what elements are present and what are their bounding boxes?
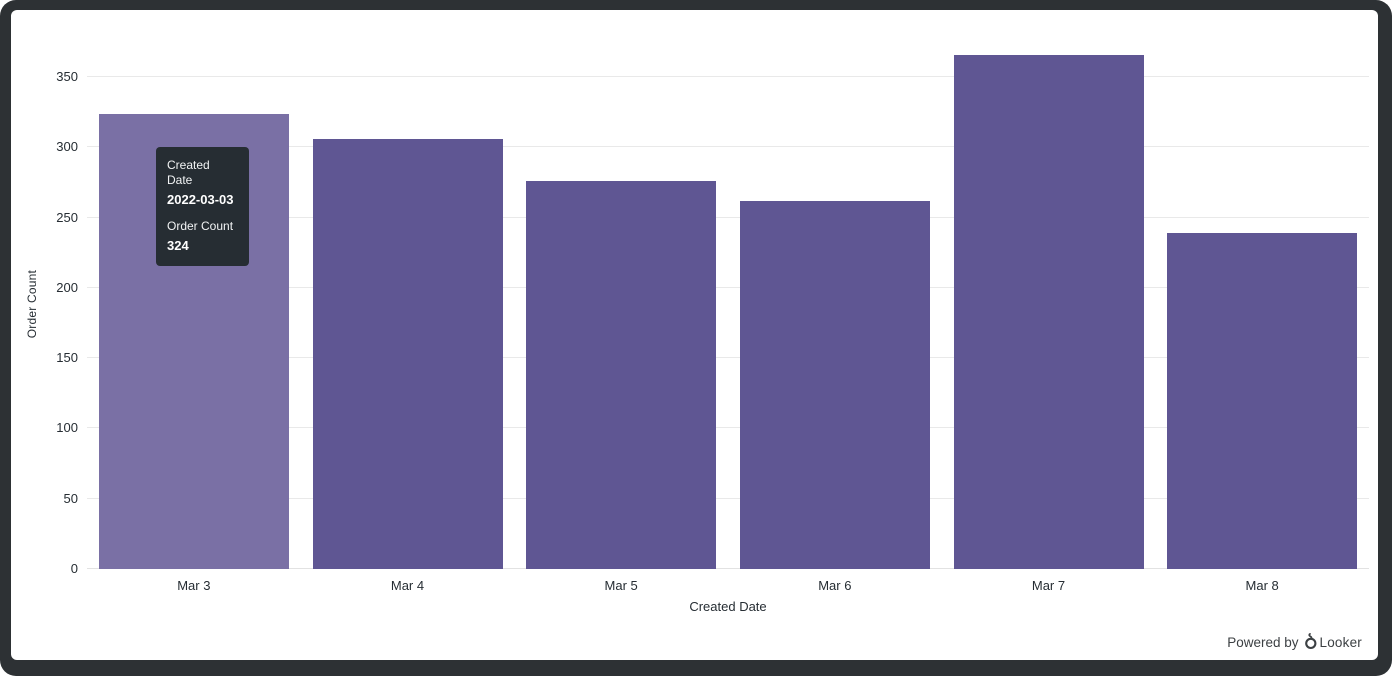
y-gridline — [87, 216, 1369, 218]
y-tick-label: 200 — [56, 279, 78, 295]
bar-mar-7[interactable] — [953, 54, 1144, 569]
bar-mar-6[interactable] — [739, 200, 930, 569]
x-tick-label: Mar 4 — [390, 578, 425, 593]
tooltip-dimension-label: Created Date — [167, 158, 210, 187]
y-gridline — [87, 146, 1369, 148]
powered-by-looker-link[interactable]: Powered by Looker — [1227, 631, 1362, 653]
bar-mar-8[interactable] — [1167, 233, 1358, 569]
hover-tooltip: Created Date 2022-03-03 Order Count 324 — [156, 147, 249, 266]
x-tick-label: Mar 6 — [818, 578, 852, 593]
tooltip-row: Order Count 324 — [167, 219, 238, 254]
y-gridline — [87, 568, 1369, 569]
y-tick-label: 100 — [56, 420, 78, 436]
looker-logo-icon — [1304, 633, 1317, 653]
bar-mar-5[interactable] — [526, 181, 717, 569]
y-gridline — [87, 427, 1369, 429]
y-tick-label: 0 — [70, 561, 78, 576]
tooltip-dimension-value: 2022-03-03 — [167, 192, 234, 207]
x-axis-title: Created Date — [689, 599, 767, 614]
powered-by-text: Powered by — [1227, 634, 1299, 650]
bar-mar-4[interactable] — [312, 138, 503, 569]
y-tick-label: 50 — [63, 490, 78, 506]
x-tick-label: Mar 8 — [1245, 578, 1279, 593]
y-tick-label: 250 — [56, 209, 78, 225]
y-gridline — [87, 357, 1369, 359]
x-tick-label: Mar 5 — [604, 578, 638, 593]
y-gridline — [87, 286, 1369, 288]
y-axis: 0 50 100 150 200 250 300 350 — [11, 40, 78, 576]
y-gridline — [87, 497, 1369, 499]
tooltip-measure-value: 324 — [167, 238, 189, 253]
tooltip-row: Created Date 2022-03-03 — [167, 158, 238, 208]
x-tick-label: Mar 7 — [1031, 578, 1066, 593]
y-gridline — [87, 76, 1369, 77]
plot-area — [87, 40, 1369, 569]
x-tick-label: Mar 3 — [177, 578, 211, 593]
y-tick-label: 150 — [56, 350, 78, 366]
y-tick-label: 300 — [56, 139, 78, 155]
y-tick-label: 350 — [56, 69, 78, 84]
tooltip-measure-label: Order Count — [167, 219, 234, 233]
looker-brand-text: Looker — [1319, 634, 1362, 650]
x-axis: Mar 3 Mar 4 Mar 5 Mar 6 Mar 7 Mar 8 — [87, 577, 1369, 595]
